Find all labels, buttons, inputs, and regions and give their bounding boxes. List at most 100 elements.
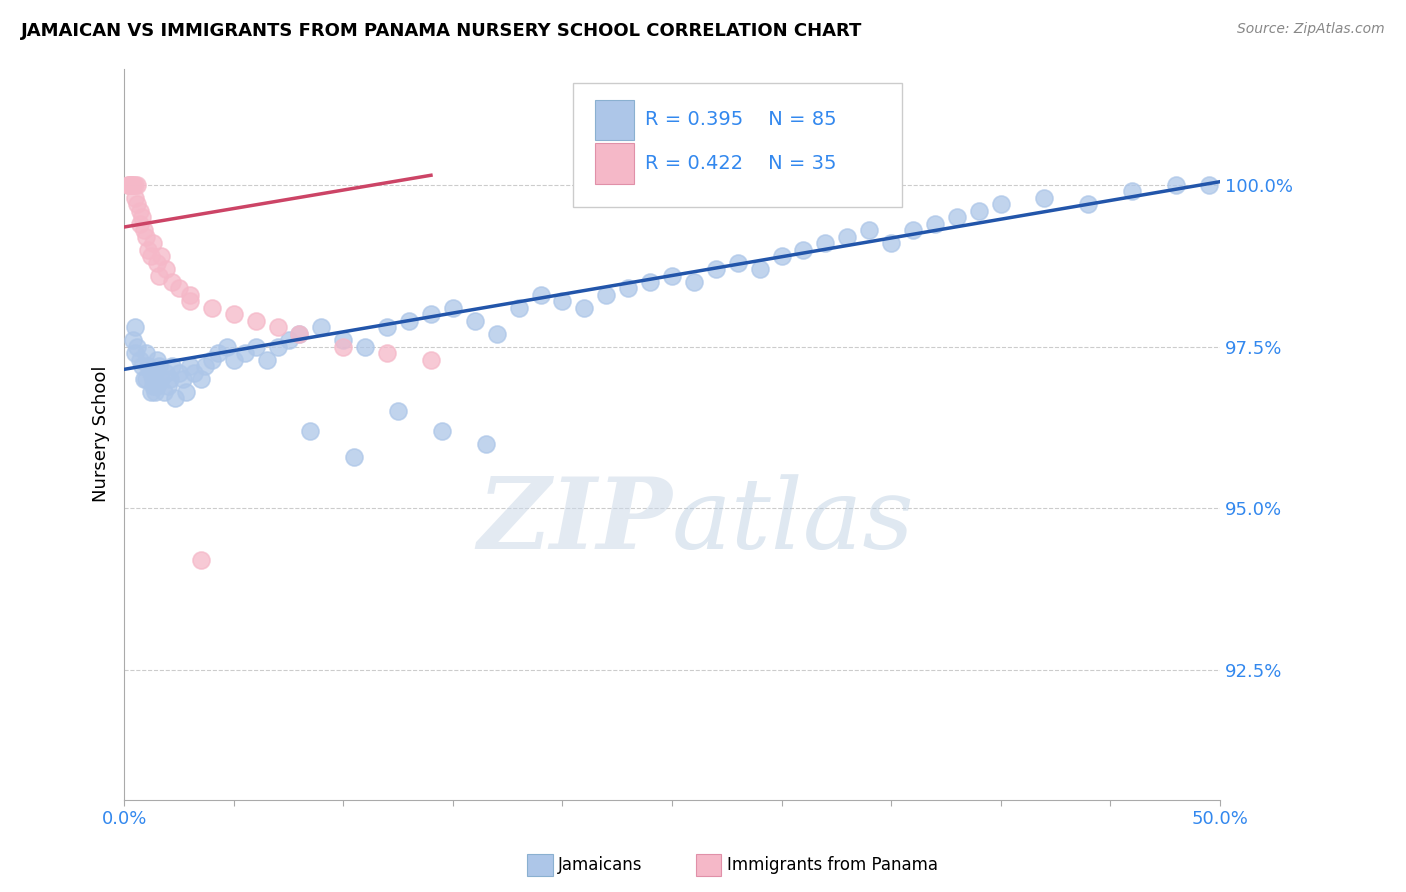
Point: [375, 346, 398, 360]
Point: [508, 301, 530, 315]
Point: [858, 223, 880, 237]
Point: [183, 366, 205, 380]
Point: [332, 333, 354, 347]
Point: [420, 307, 443, 321]
Point: [152, 384, 174, 399]
Point: [217, 340, 239, 354]
Text: Source: ZipAtlas.com: Source: ZipAtlas.com: [1237, 22, 1385, 37]
Point: [179, 294, 201, 309]
Point: [727, 255, 749, 269]
Point: [551, 294, 574, 309]
Point: [148, 268, 170, 283]
Text: JAMAICAN VS IMMIGRANTS FROM PANAMA NURSERY SCHOOL CORRELATION CHART: JAMAICAN VS IMMIGRANTS FROM PANAMA NURSE…: [21, 22, 862, 40]
Point: [880, 236, 903, 251]
Point: [387, 404, 409, 418]
Point: [128, 203, 150, 218]
Point: [163, 392, 186, 406]
Point: [117, 178, 139, 192]
Point: [837, 229, 859, 244]
Point: [901, 223, 924, 237]
Point: [288, 326, 311, 341]
Point: [233, 346, 256, 360]
Point: [139, 384, 162, 399]
Point: [146, 378, 169, 392]
Point: [299, 424, 322, 438]
Point: [1121, 185, 1143, 199]
Point: [288, 326, 311, 341]
Point: [172, 372, 194, 386]
Point: [142, 378, 165, 392]
Point: [131, 211, 153, 225]
Point: [266, 340, 288, 354]
Point: [148, 359, 170, 373]
Point: [441, 301, 464, 315]
Point: [150, 249, 173, 263]
Point: [142, 372, 165, 386]
Point: [124, 320, 146, 334]
Point: [398, 314, 420, 328]
Point: [139, 366, 162, 380]
Point: [574, 301, 596, 315]
Point: [162, 275, 184, 289]
Point: [1198, 178, 1220, 192]
Point: [174, 384, 197, 399]
Point: [529, 288, 551, 302]
Point: [190, 553, 212, 567]
Point: [159, 372, 181, 386]
Point: [124, 191, 146, 205]
Point: [474, 436, 496, 450]
Text: ZIP: ZIP: [477, 474, 672, 570]
Point: [146, 352, 169, 367]
Point: [245, 314, 267, 328]
Point: [595, 288, 617, 302]
Point: [136, 243, 159, 257]
Point: [332, 340, 354, 354]
Text: Jamaicans: Jamaicans: [558, 856, 643, 874]
Point: [311, 320, 333, 334]
Point: [222, 352, 245, 367]
Point: [638, 275, 661, 289]
Point: [990, 197, 1012, 211]
Point: [420, 352, 443, 367]
Point: [132, 372, 155, 386]
Point: [155, 262, 177, 277]
Point: [256, 352, 278, 367]
Point: [179, 288, 201, 302]
Point: [430, 424, 453, 438]
Text: R = 0.422    N = 35: R = 0.422 N = 35: [644, 154, 837, 173]
Point: [157, 378, 180, 392]
Point: [127, 340, 149, 354]
Point: [179, 359, 201, 373]
Point: [155, 366, 177, 380]
FancyBboxPatch shape: [574, 83, 903, 208]
Point: [143, 384, 166, 399]
Text: atlas: atlas: [672, 474, 915, 569]
Point: [120, 178, 142, 192]
Point: [124, 178, 146, 192]
Point: [792, 243, 814, 257]
Point: [135, 346, 157, 360]
Point: [201, 352, 224, 367]
Point: [277, 333, 299, 347]
Y-axis label: Nursery School: Nursery School: [93, 366, 110, 502]
Point: [222, 307, 245, 321]
Point: [128, 217, 150, 231]
Point: [207, 346, 229, 360]
Point: [122, 333, 145, 347]
Point: [617, 281, 640, 295]
Point: [770, 249, 793, 263]
Point: [464, 314, 486, 328]
Point: [150, 372, 173, 386]
Point: [124, 346, 146, 360]
Text: R = 0.395    N = 85: R = 0.395 N = 85: [644, 111, 837, 129]
Point: [946, 211, 969, 225]
Point: [142, 236, 165, 251]
Point: [128, 352, 150, 367]
Point: [661, 268, 683, 283]
Point: [683, 275, 706, 289]
Point: [143, 366, 166, 380]
Point: [121, 178, 143, 192]
Point: [135, 372, 157, 386]
Point: [135, 229, 157, 244]
Point: [201, 301, 224, 315]
